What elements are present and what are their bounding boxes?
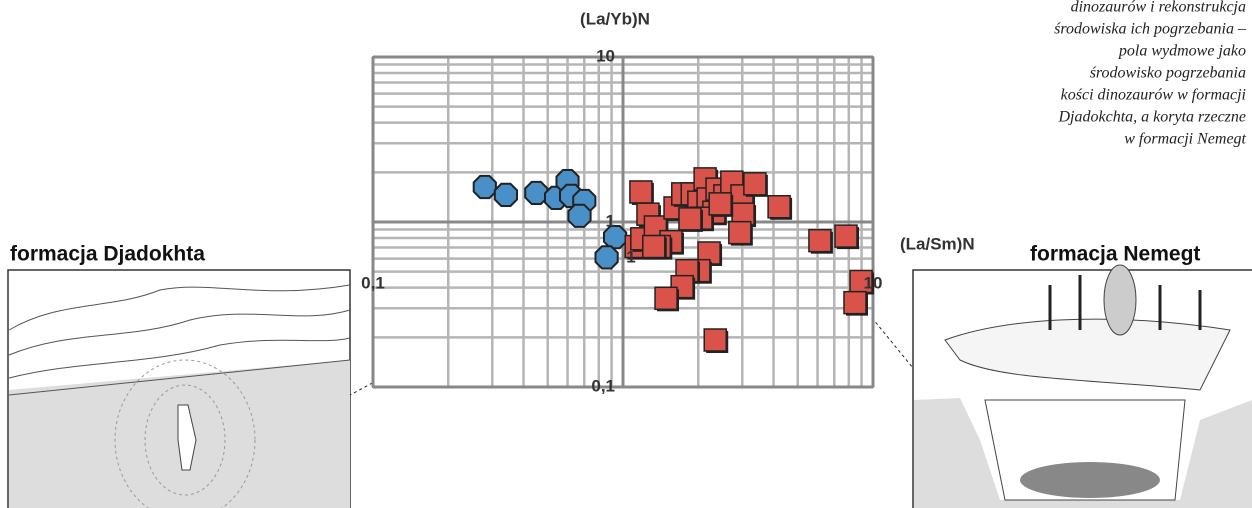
panel-title: formacja Nemegt (1030, 243, 1200, 266)
point (603, 225, 628, 250)
point (808, 228, 832, 253)
point (728, 220, 752, 245)
point (678, 207, 702, 231)
river-illustration (912, 264, 1252, 508)
y-tick-label: 10 (596, 46, 615, 65)
caption-line: pola wydmowe jako (1118, 43, 1246, 60)
caption-line: środowiska ich pogrzebania – (1054, 21, 1247, 38)
point (654, 286, 678, 311)
point (594, 245, 619, 270)
point (524, 180, 549, 205)
caption: dinozaurów i rekonstrukcja środowiska ic… (1054, 0, 1247, 148)
caption-line: kości dinozaurów w formacji (1061, 87, 1246, 104)
point (642, 234, 666, 259)
point (843, 290, 867, 315)
point (493, 182, 518, 207)
panel-title: formacja Djadokhta (10, 243, 205, 266)
x-tick-label: 0,1 (361, 273, 385, 292)
y-axis-label: (La/Yb)N (580, 9, 650, 28)
y-tick-label: 0,1 (591, 376, 615, 395)
point (743, 172, 767, 196)
point (472, 174, 497, 200)
point (629, 180, 653, 204)
caption-line: środowisko pogrzebania (1090, 65, 1246, 82)
caption-line: dinozaurów i rekonstrukcja (1071, 0, 1246, 16)
point (567, 203, 592, 228)
point (767, 195, 791, 219)
x-tick-label: 10 (864, 273, 883, 292)
caption-line: Djadokchta, a koryta rzeczne (1057, 109, 1246, 126)
caption-line: w formacji Nemegt (1124, 131, 1246, 148)
plot (371, 55, 875, 389)
connector (867, 312, 914, 369)
point (834, 224, 858, 248)
y-tick-label: 1 (606, 211, 615, 230)
point (703, 328, 727, 352)
dune-illustration (7, 269, 351, 508)
point (708, 192, 732, 216)
x-axis-label: (La/Sm)N (900, 234, 975, 253)
x-tick-label: 1 (626, 247, 635, 266)
